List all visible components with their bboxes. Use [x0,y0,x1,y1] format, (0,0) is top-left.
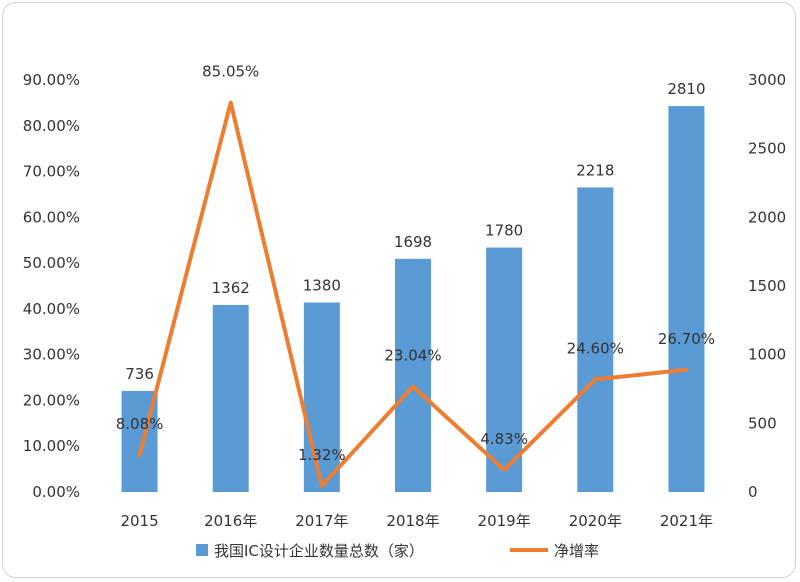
left-tick-label: 50.00% [23,254,80,272]
left-tick-label: 20.00% [23,391,80,409]
line-data-label: 85.05% [202,63,259,81]
right-tick-label: 2500 [748,140,786,158]
line-data-labels: 8.08% 85.05% 1.32% 23.04% 4.83% 24.60% 26.70% [116,63,715,464]
bar-data-label: 1698 [394,233,432,251]
line-data-label: 8.08% [116,415,164,433]
bar-data-label: 2218 [576,161,614,179]
line-point [593,377,597,381]
line-data-label: 1.32% [298,446,346,464]
bar-data-labels: 736 1362 1380 1698 1780 2218 2810 [125,80,705,383]
left-tick-label: 10.00% [23,437,80,455]
bar-data-label: 1380 [303,276,341,294]
line-data-label: 26.70% [658,330,715,348]
x-tick-label: 2015 [120,512,158,530]
line-data-label: 24.60% [567,339,624,357]
line-data-label: 23.04% [384,347,441,365]
x-tick-label: 2016年 [204,512,257,530]
legend-line-label: 净增率 [554,542,599,560]
legend-bar-label: 我国IC设计企业数量总数（家） [214,542,424,560]
left-tick-label: 80.00% [23,117,80,135]
line-point [502,468,506,472]
bar [668,106,705,493]
legend: 我国IC设计企业数量总数（家） 净增率 [196,542,599,560]
left-tick-label: 0.00% [32,483,80,501]
line-data-label: 4.83% [480,430,528,448]
right-axis-ticks: 0 500 1000 1500 2000 2500 3000 [748,71,786,501]
left-axis-ticks: 0.00% 10.00% 20.00% 30.00% 40.00% 50.00% 60.00… [23,71,80,501]
legend-bar-swatch [196,544,208,556]
left-tick-label: 70.00% [23,163,80,181]
bar [577,187,614,493]
right-tick-label: 2000 [748,208,786,226]
right-tick-label: 0 [748,483,758,501]
left-tick-label: 60.00% [23,208,80,226]
bar-data-label: 1362 [212,279,250,297]
bar [395,258,431,492]
bar-data-label: 1780 [485,222,523,240]
left-tick-label: 40.00% [23,300,80,318]
line-point [320,484,324,488]
bar [486,247,523,492]
bar-series [121,106,705,493]
line-point [229,101,233,105]
left-tick-label: 30.00% [23,346,80,364]
right-tick-label: 3000 [748,71,786,89]
x-tick-label: 2021年 [660,512,713,530]
right-tick-label: 500 [748,414,777,432]
bar [212,304,249,492]
right-tick-label: 1500 [748,277,786,295]
left-tick-label: 90.00% [23,71,80,89]
x-tick-label: 2020年 [569,512,622,530]
line-point [138,453,142,457]
bar-data-label: 2810 [667,80,705,98]
line-point [684,368,688,372]
bar [303,302,340,492]
bar-data-label: 736 [125,365,154,383]
x-tick-label: 2018年 [386,512,439,530]
x-tick-label: 2019年 [478,512,531,530]
line-point [411,385,415,389]
line-series [137,100,689,488]
x-tick-label: 2017年 [295,512,348,530]
right-tick-label: 1000 [748,346,786,364]
x-axis-ticks: 2015 2016年 2017年 2018年 2019年 2020年 2021年 [120,512,713,530]
